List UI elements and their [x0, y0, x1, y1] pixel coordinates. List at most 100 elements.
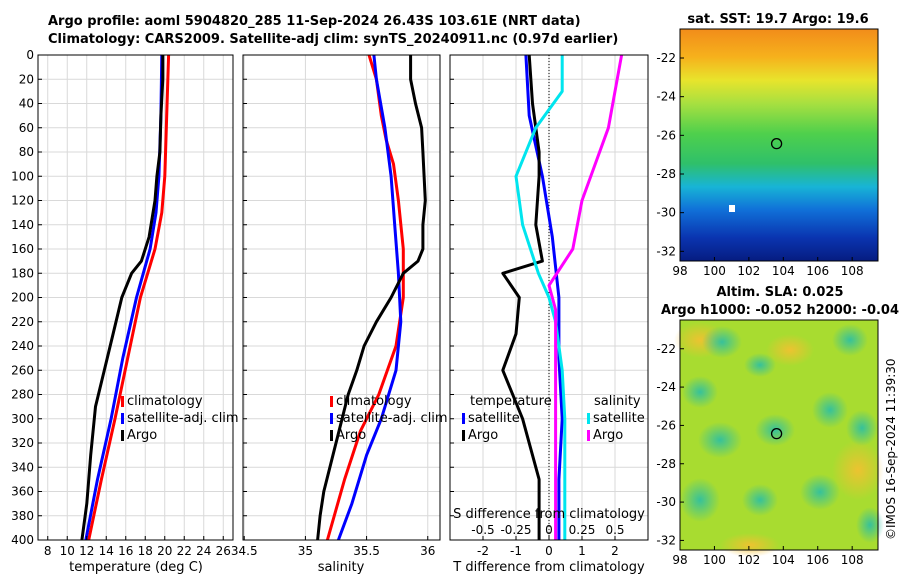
depth-tick-label: 260 [11, 363, 34, 377]
difference-xtick2-label: -0.25 [500, 523, 531, 537]
difference-xtick-label: -2 [477, 544, 489, 558]
temperature-legend-label: satellite-adj. clim [127, 411, 239, 426]
temperature-xtick-label: 10 [60, 544, 75, 558]
depth-tick-label: 60 [19, 121, 34, 135]
difference-xlabel2: S difference from climatology [453, 507, 645, 522]
figure-title-line1: Argo profile: aoml 5904820_285 11-Sep-20… [48, 14, 581, 29]
difference-series-temperature-argo [501, 54, 544, 540]
sst_map-xtick-label: 98 [672, 264, 687, 278]
sst-map-title: sat. SST: 19.7 Argo: 19.6 [687, 12, 868, 27]
temperature-xtick-label: 22 [177, 544, 192, 558]
sst_map-xtick-label: 102 [737, 264, 760, 278]
depth-tick-label: 340 [11, 460, 34, 474]
temperature-xtick-label: 26 [216, 544, 231, 558]
depth-tick-label: 100 [11, 169, 34, 183]
temperature-legend-label: Argo [127, 428, 157, 443]
salinity-xlabel: salinity [318, 560, 365, 575]
sla_map-xtick-label: 106 [806, 553, 829, 567]
sst-map-ticks: 98 100 102 104 106 108 -22 -24 -26 -28 -30 -32 [656, 51, 863, 278]
temperature-series-argo [80, 55, 165, 541]
salinity-legend-label: climatology [336, 394, 412, 409]
sst-map-argo-marker [770, 137, 783, 150]
temperature-xtick-label: 20 [157, 544, 172, 558]
depth-tick-label: 280 [11, 388, 34, 402]
depth-tick-label: 200 [11, 291, 34, 305]
sla-map: Altim. SLA: 0.025 Argo h1000: -0.052 h20… [656, 285, 899, 567]
depth-tick-label: 0 [26, 48, 34, 62]
sla-map-ticks: 98 100 102 104 106 108 -22 -24 -26 -28 -30 -32 [656, 342, 863, 567]
temperature-xtick-label: 12 [79, 544, 94, 558]
sla_map-ytick-label: -22 [656, 342, 676, 356]
depth-tick-label: 80 [19, 145, 34, 159]
salinity-legend-swatch [330, 396, 333, 407]
salinity-xtick-label: 35 [298, 544, 313, 558]
sla_map-xtick-label: 102 [737, 553, 760, 567]
depth-tick-label: 300 [11, 412, 34, 426]
sst_map-ytick-label: -22 [656, 51, 676, 65]
diff-legend-title-temperature: temperature [470, 394, 552, 409]
sla-map-anomalies [674, 322, 884, 557]
sla_map-ytick-label: -28 [656, 457, 676, 471]
sla-map-subtitle: Argo h1000: -0.052 h2000: -0.04 [661, 303, 899, 318]
temperature-series-climatology [87, 54, 171, 541]
difference-legend-swatch [462, 430, 465, 441]
sla_map-xtick-label: 98 [672, 553, 687, 567]
depth-tick-label: 360 [11, 485, 34, 499]
sla_map-xtick-label: 100 [703, 553, 726, 567]
difference-legend-swatch [587, 430, 590, 441]
difference-legend-label: satellite [468, 411, 520, 426]
depth-tick-label: 120 [11, 194, 34, 208]
sla-map-title: Altim. SLA: 0.025 [717, 285, 844, 300]
difference-xtick2-label: -0.5 [471, 523, 494, 537]
difference-series-salinity-satellite [514, 55, 567, 540]
difference-legend-swatch [462, 413, 465, 424]
temperature-legend-swatch [121, 413, 124, 424]
difference-panel: -2 -1 0 1 2 temperature salinity satellite Argo s… [449, 54, 649, 558]
temperature-xtick-label: 18 [138, 544, 153, 558]
salinity-legend-label: satellite-adj. clim [336, 411, 448, 426]
salinity-legend-label: Argo [336, 428, 366, 443]
sla_map-xtick-label: 108 [841, 553, 864, 567]
salinity-series-argo [316, 55, 427, 541]
depth-tick-label: 180 [11, 266, 34, 280]
depth-tick-label: 140 [11, 218, 34, 232]
sst_map-xtick-label: 104 [772, 264, 795, 278]
depth-tick-label: 380 [11, 509, 34, 523]
profile-plots: 8 10 12 14 16 18 20 22 24 26020406080100120140160… [11, 48, 649, 558]
depth-tick-label: 160 [11, 242, 34, 256]
difference-xtick2-label: 0 [545, 523, 553, 537]
depth-tick-label: 220 [11, 315, 34, 329]
sla-map-argo-marker [770, 428, 783, 440]
sst-map: sat. SST: 19.7 Argo: 19.6 98 100 102 104 106… [656, 12, 879, 278]
sst-map-frame [679, 28, 879, 262]
sla_map-ytick-label: -24 [656, 380, 676, 394]
sla_map-xtick-label: 104 [772, 553, 795, 567]
temperature-legend-swatch [121, 396, 124, 407]
sst_map-xtick-label: 108 [841, 264, 864, 278]
sst-map-land-mask [729, 205, 735, 212]
depth-tick-label: 40 [19, 97, 34, 111]
difference-legend-label: satellite [593, 411, 645, 426]
temperature-xtick-label: 8 [44, 544, 52, 558]
temperature-legend-label: climatology [127, 394, 203, 409]
temperature-legend-swatch [121, 430, 124, 441]
salinity-xtick-label: 34.5 [231, 544, 258, 558]
temperature-xtick-label: 24 [196, 544, 211, 558]
temperature-panel: 8 10 12 14 16 18 20 22 24 26020406080100120140160… [11, 48, 239, 558]
temperature-xlabel: temperature (deg C) [69, 560, 203, 575]
salinity-series-satellite-adj-clim [336, 54, 403, 541]
depth-tick-label: 320 [11, 436, 34, 450]
depth-tick-label: 400 [11, 533, 34, 547]
difference-legend-label: Argo [593, 428, 623, 443]
difference-xlabel: T difference from climatology [452, 560, 645, 575]
difference-legend-swatch [587, 413, 590, 424]
sst-map-field [680, 29, 878, 261]
sst_map-ytick-label: -32 [656, 244, 676, 258]
depth-tick-label: 20 [19, 72, 34, 86]
difference-legend-label: Argo [468, 428, 498, 443]
difference-xtick-label: 0 [545, 544, 553, 558]
sst_map-ytick-label: -24 [656, 90, 676, 104]
salinity-panel: 34.5 35 35.5 36 climatology satellite-adj. cl… [231, 54, 448, 558]
sla-map-frame [679, 319, 879, 551]
